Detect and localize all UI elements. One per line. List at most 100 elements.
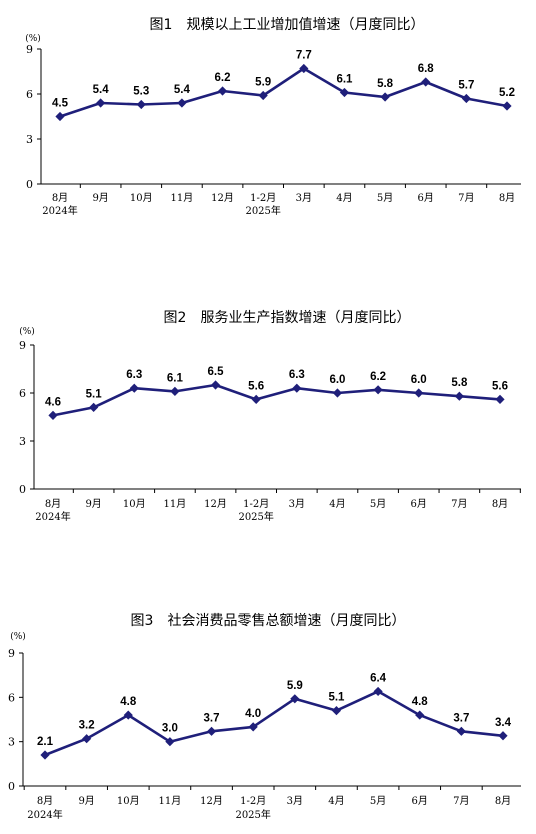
data-point xyxy=(502,101,512,111)
data-label: 4.8 xyxy=(120,696,137,708)
x-tick-label: 7月 xyxy=(458,192,474,204)
x-tick-label: 7月 xyxy=(453,795,469,807)
series-line xyxy=(59,67,508,118)
x-tick-label: 8月 xyxy=(495,795,511,807)
data-point xyxy=(331,706,342,716)
x-tick-label: 12月 xyxy=(200,795,223,807)
data-label: 5.9 xyxy=(287,680,303,692)
data-point xyxy=(339,87,350,98)
data-point xyxy=(495,394,505,404)
y-tick-label: 6 xyxy=(8,691,15,704)
data-label: 5.3 xyxy=(133,86,149,98)
x-year-label: 2024年 xyxy=(42,204,77,217)
data-label: 6.0 xyxy=(411,374,427,386)
data-label: 5.4 xyxy=(93,84,110,96)
x-tick-label: 6月 xyxy=(418,192,434,204)
data-label: 3.7 xyxy=(204,712,220,724)
data-point xyxy=(248,722,258,732)
y-unit-label: (%) xyxy=(19,326,35,337)
x-tick-label: 12月 xyxy=(211,192,234,204)
x-tick-label: 3月 xyxy=(296,192,312,204)
x-tick-label: 1-2月 xyxy=(250,192,276,204)
y-tick-label: 0 xyxy=(8,780,15,793)
data-point xyxy=(251,394,261,404)
y-tick-label: 3 xyxy=(19,435,26,448)
x-tick-label: 8月 xyxy=(492,498,508,510)
data-point xyxy=(82,734,92,744)
data-point xyxy=(96,98,106,108)
data-point xyxy=(414,388,424,398)
data-point xyxy=(55,111,65,122)
data-label: 5.1 xyxy=(86,388,103,400)
data-point xyxy=(373,385,383,395)
data-point xyxy=(170,386,180,396)
x-tick-label: 11月 xyxy=(159,795,182,807)
x-tick-label: 4月 xyxy=(329,498,345,510)
y-unit-label: (%) xyxy=(10,631,26,642)
data-point xyxy=(48,410,58,420)
data-label: 6.5 xyxy=(208,366,225,378)
data-point xyxy=(454,391,464,401)
series-line xyxy=(44,690,504,757)
data-label: 2.1 xyxy=(37,736,54,748)
series-line xyxy=(52,383,501,417)
data-point xyxy=(123,710,133,720)
x-tick-label: 1-2月 xyxy=(243,498,269,510)
x-tick-label: 9月 xyxy=(92,192,108,204)
y-tick-label: 6 xyxy=(26,88,33,101)
x-tick-label: 10月 xyxy=(117,795,140,807)
data-label: 5.2 xyxy=(499,87,515,99)
data-label: 5.6 xyxy=(248,380,264,392)
data-label: 6.1 xyxy=(336,74,353,86)
data-point xyxy=(421,77,431,87)
x-tick-label: 5月 xyxy=(370,795,386,807)
x-year-label: 2025年 xyxy=(235,808,270,821)
data-point xyxy=(332,388,343,398)
data-label: 5.4 xyxy=(174,84,191,96)
y-tick-label: 9 xyxy=(19,339,26,352)
data-label: 6.8 xyxy=(418,63,435,75)
data-point xyxy=(217,86,228,96)
y-tick-label: 6 xyxy=(19,387,26,400)
x-tick-label: 6月 xyxy=(412,795,428,807)
data-label: 7.7 xyxy=(296,50,312,62)
x-tick-label: 8月 xyxy=(499,192,515,204)
data-label: 6.3 xyxy=(126,369,142,381)
data-label: 3.2 xyxy=(79,720,95,732)
x-tick-label: 4月 xyxy=(328,795,344,807)
x-tick-label: 1-2月 xyxy=(240,795,266,807)
data-point xyxy=(380,92,390,102)
data-label: 5.8 xyxy=(377,78,394,90)
x-tick-label: 4月 xyxy=(336,192,352,204)
data-label: 3.0 xyxy=(162,723,178,735)
y-tick-label: 0 xyxy=(19,483,26,496)
data-label: 3.7 xyxy=(453,712,469,724)
data-label: 3.4 xyxy=(495,717,512,729)
x-tick-label: 6月 xyxy=(411,498,427,510)
y-tick-label: 9 xyxy=(8,647,15,660)
data-point xyxy=(206,726,217,736)
data-point xyxy=(89,402,99,412)
x-year-label: 2025年 xyxy=(238,510,273,523)
x-tick-label: 5月 xyxy=(370,498,386,510)
data-point xyxy=(258,90,268,101)
data-label: 6.4 xyxy=(370,672,387,684)
data-label: 6.0 xyxy=(329,374,345,386)
data-point xyxy=(292,383,302,393)
x-tick-label: 10月 xyxy=(130,192,153,204)
x-tick-label: 9月 xyxy=(85,498,101,510)
x-tick-label: 8月 xyxy=(45,498,61,510)
y-tick-label: 0 xyxy=(26,178,33,191)
x-tick-label: 3月 xyxy=(287,795,303,807)
data-point xyxy=(498,731,508,741)
data-label: 4.5 xyxy=(52,98,69,110)
data-point xyxy=(136,99,146,110)
data-label: 6.2 xyxy=(370,371,386,383)
y-tick-label: 3 xyxy=(8,736,15,749)
x-year-label: 2025年 xyxy=(245,204,280,217)
data-point xyxy=(177,98,187,108)
x-year-label: 2024年 xyxy=(27,808,62,821)
x-tick-label: 5月 xyxy=(377,192,393,204)
data-label: 4.6 xyxy=(45,396,61,408)
